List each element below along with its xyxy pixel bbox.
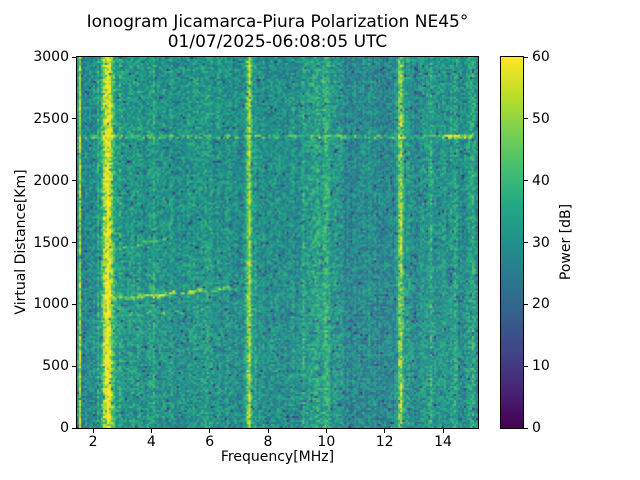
y-tick-label-2500: 2500 [33,110,69,127]
y-axis-label: Virtual Distance[Km] [13,169,29,315]
colorbar-tick-label-10: 10 [532,358,550,375]
colorbar-tick-label-20: 20 [532,296,550,313]
y-tick-label-500: 500 [42,358,69,375]
colorbar-tick-label-50: 50 [532,110,550,127]
y-tick-mark [72,242,76,243]
x-tick-label-12: 12 [375,434,394,450]
y-tick-mark [72,118,76,120]
x-tick-label-4: 4 [146,434,156,450]
chart-title: Ionogram Jicamarca-Piura Polarization NE… [86,12,469,32]
x-tick-mark [442,429,444,433]
ionogram-heatmap [77,57,478,428]
colorbar-tick-mark [524,180,528,182]
y-tick-mark [72,180,76,182]
colorbar-tick-mark [524,56,528,58]
colorbar-label: Power [dB] [558,203,574,281]
x-tick-label-6: 6 [205,434,215,450]
y-tick-label-3000: 3000 [33,49,69,65]
colorbar-tick-label-0: 0 [532,420,541,436]
colorbar-tick-label-40: 40 [532,172,550,189]
x-tick-label-8: 8 [263,434,273,450]
x-tick-mark [384,429,386,433]
colorbar-tick-mark [524,118,528,120]
x-tick-mark [209,429,211,433]
colorbar-tick-mark [524,427,528,429]
colorbar-tick-label-60: 60 [532,49,550,65]
chart-subtitle: 01/07/2025-06:08:05 UTC [167,32,388,52]
y-tick-label-1500: 1500 [33,234,69,251]
y-tick-label-2000: 2000 [33,172,69,189]
colorbar-tick-mark [524,242,528,243]
x-tick-label-14: 14 [434,434,452,450]
y-tick-mark [72,56,76,58]
x-tick-mark [267,429,269,433]
colorbar-tick-mark [524,365,528,367]
colorbar-tick-label-30: 30 [532,234,550,251]
y-tick-mark [72,365,76,367]
colorbar-tick-mark [524,303,528,305]
y-tick-label-0: 0 [60,420,69,436]
x-tick-mark [92,429,94,433]
y-tick-mark [72,427,76,429]
y-tick-label-1000: 1000 [33,296,69,313]
x-axis-label: Frequency[MHz] [220,449,335,465]
y-tick-mark [72,303,76,305]
colorbar-gradient [501,57,523,428]
x-tick-label-2: 2 [88,434,98,450]
x-tick-mark [325,429,327,433]
x-tick-label-10: 10 [317,434,336,450]
x-tick-mark [150,429,152,433]
